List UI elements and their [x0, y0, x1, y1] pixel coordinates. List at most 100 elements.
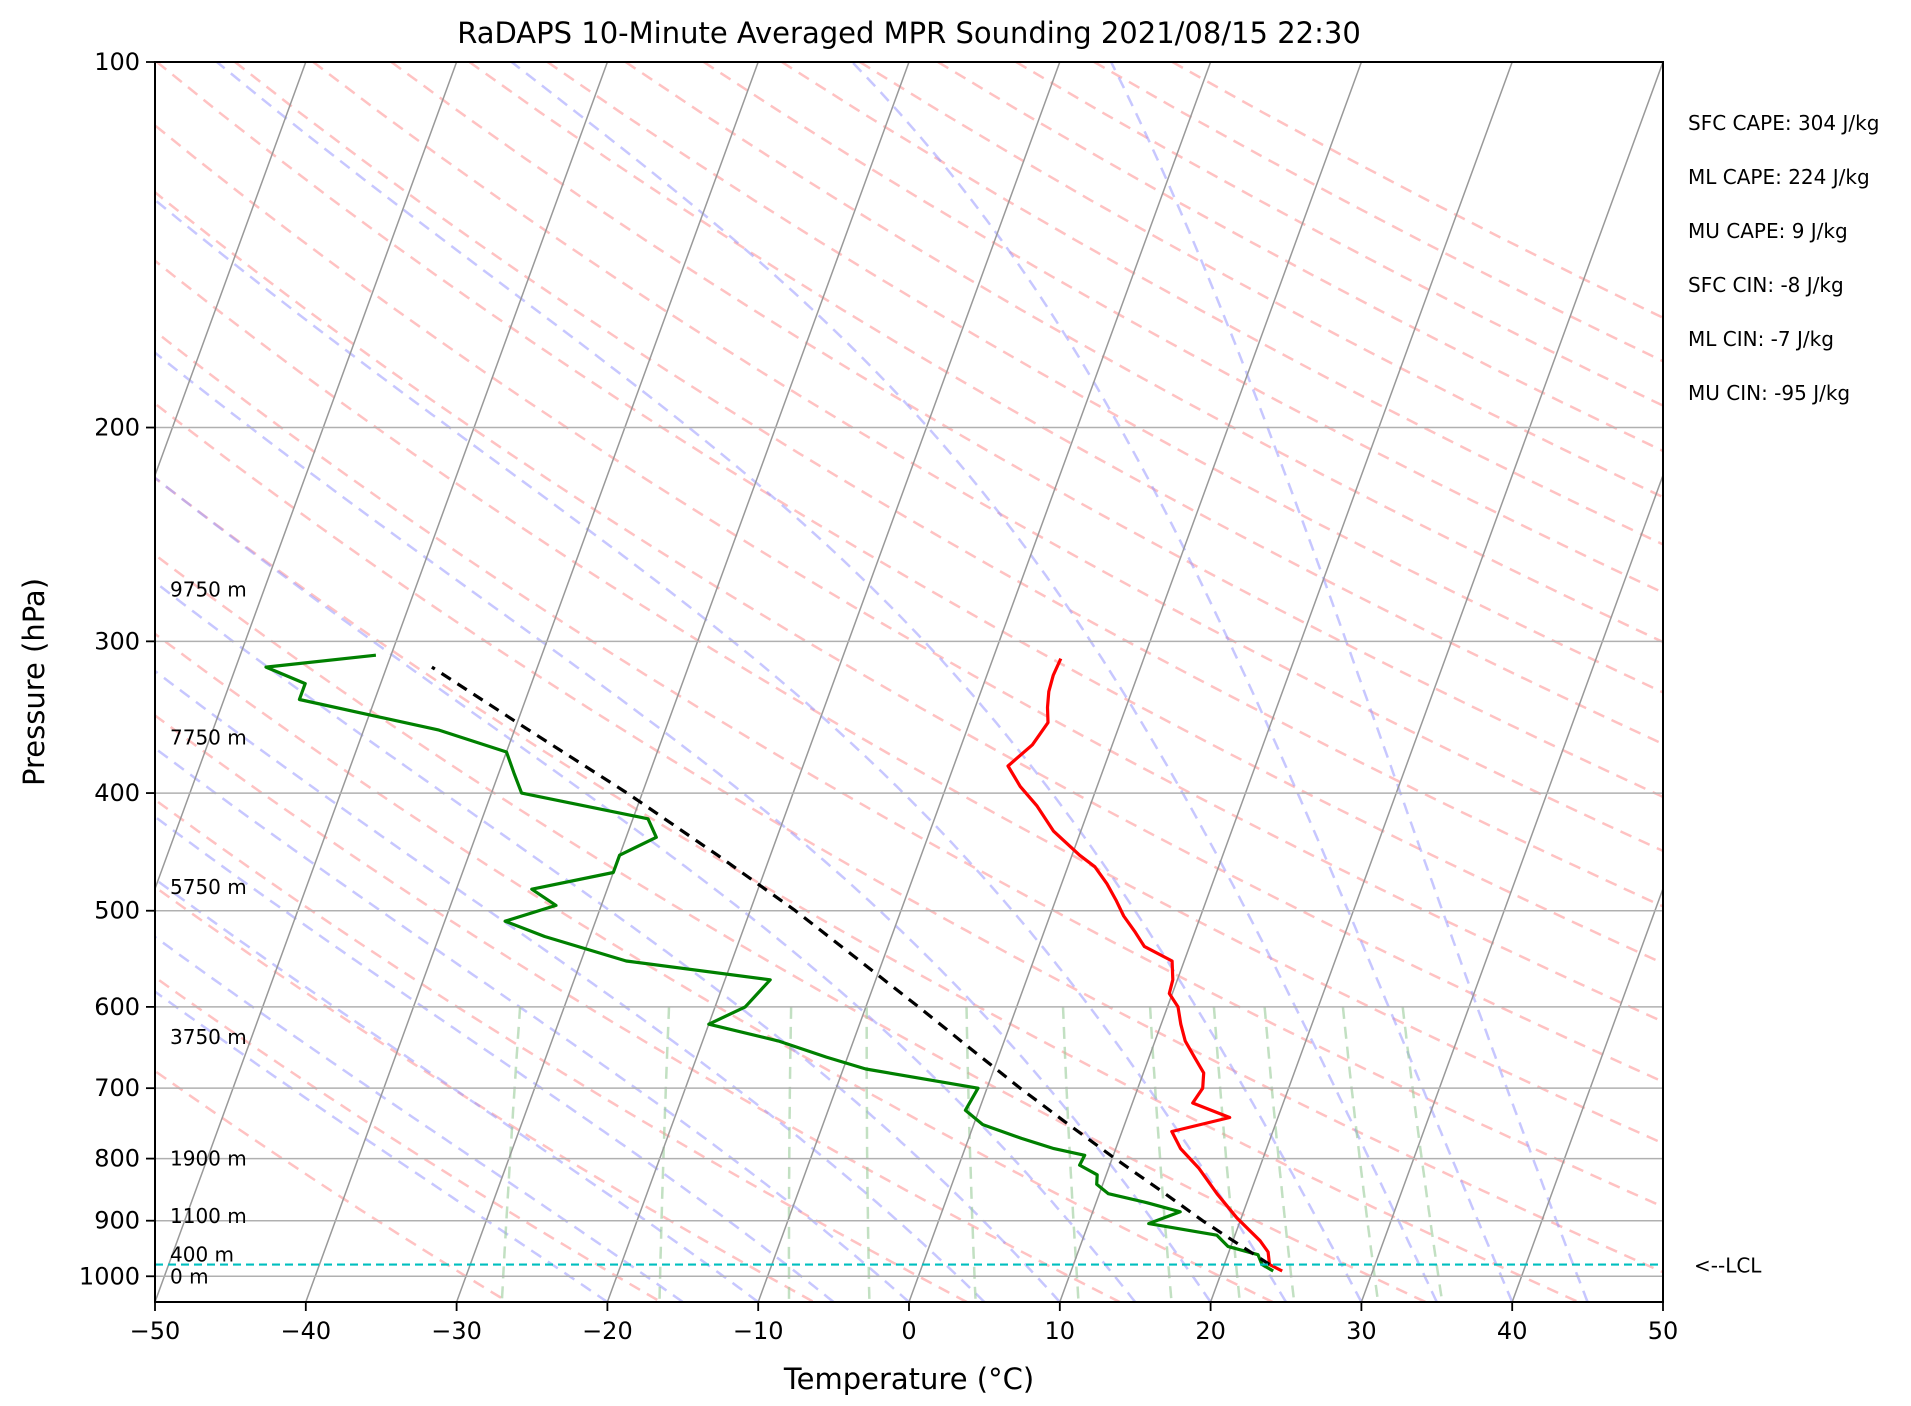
- dry-adiabat: [468, 62, 1663, 746]
- x-tick-label: −30: [431, 1317, 482, 1345]
- moist-adiabat: [155, 746, 910, 1302]
- dry-adiabat: [155, 713, 1121, 1302]
- y-tick-label: 900: [94, 1207, 140, 1235]
- y-tick-label: 1000: [79, 1262, 140, 1290]
- moist-adiabat: [1109, 62, 1589, 1302]
- background-lines: [155, 62, 1663, 1302]
- x-tick-label: 50: [1648, 1317, 1679, 1345]
- lcl-label: <--LCL: [1694, 1254, 1762, 1278]
- y-tick-label: 600: [94, 993, 140, 1021]
- stat-annotation: ML CIN: -7 J/kg: [1688, 327, 1834, 351]
- isotherm: [606, 62, 1061, 1302]
- isotherm: [155, 62, 307, 478]
- dry-adiabat: [546, 62, 1663, 694]
- height-label: 3750 m: [170, 1025, 247, 1049]
- height-label: 7750 m: [170, 726, 247, 750]
- height-label: 1900 m: [170, 1147, 247, 1171]
- isotherm: [1209, 62, 1663, 1302]
- mixing-ratio-line: [1341, 1006, 1380, 1302]
- isotherm: [155, 62, 609, 1302]
- mixing-ratio-line: [1263, 1006, 1296, 1302]
- y-axis: 100 200 300 400 500 600 700 800 900 1000: [79, 48, 155, 1290]
- dry-adiabat: [155, 975, 662, 1302]
- x-tick-label: −20: [582, 1317, 633, 1345]
- dry-adiabat: [155, 402, 1663, 1274]
- moist-adiabat: [155, 476, 1137, 1302]
- dry-adiabat: [156, 62, 1663, 965]
- moist-adiabat: [510, 62, 1438, 1302]
- mixing-ratio-line: [500, 1006, 522, 1302]
- mixing-ratio-line: [1148, 1006, 1173, 1302]
- y-axis-label: Pressure (hPa): [17, 578, 51, 786]
- isotherm: [1059, 62, 1513, 1302]
- dry-adiabat: [390, 62, 1663, 799]
- y-tick-label: 200: [94, 414, 140, 442]
- isotherm: [757, 62, 1212, 1302]
- dry-adiabat: [155, 190, 1663, 1084]
- mixing-ratio-line: [658, 1006, 671, 1302]
- dry-adiabat: [155, 259, 1663, 1145]
- height-label: 1100 m: [170, 1204, 247, 1228]
- x-tick-label: 0: [901, 1317, 916, 1345]
- x-axis: −50 −40 −30 −20 −10 0 10 20 30 40 50: [130, 1302, 1679, 1345]
- cape-cin-annotations: SFC CAPE: 304 J/kg ML CAPE: 224 J/kg MU CA…: [1688, 111, 1879, 405]
- moist-adiabat: [155, 198, 1288, 1302]
- isotherm: [305, 62, 759, 1302]
- x-tick-label: 30: [1346, 1317, 1377, 1345]
- mixing-ratio-line: [1061, 1006, 1080, 1302]
- moist-adiabat: [155, 815, 835, 1302]
- y-tick-label: 300: [94, 627, 140, 655]
- dry-adiabat: [624, 62, 1663, 644]
- moist-adiabat: [851, 62, 1514, 1302]
- isotherm: [1360, 473, 1663, 1302]
- x-tick-label: 40: [1497, 1317, 1528, 1345]
- x-tick-label: −10: [733, 1317, 784, 1345]
- dry-adiabat: [155, 329, 1663, 1209]
- height-label: 9750 m: [170, 578, 247, 602]
- moist-adiabat: [155, 935, 684, 1302]
- dry-adiabat: [155, 885, 815, 1302]
- x-tick-label: −50: [130, 1317, 181, 1345]
- dry-adiabat: [155, 553, 1427, 1302]
- x-axis-label: Temperature (°C): [783, 1362, 1034, 1396]
- moist-adiabat: [155, 669, 986, 1302]
- sounding-profiles: [155, 653, 1663, 1273]
- y-tick-label: 500: [94, 897, 140, 925]
- dry-adiabat: [234, 62, 1663, 908]
- pressure-grid: [155, 62, 1663, 1278]
- isotherm: [455, 62, 910, 1302]
- stat-annotation: SFC CIN: -8 J/kg: [1688, 273, 1844, 297]
- stat-annotation: MU CIN: -95 J/kg: [1688, 381, 1850, 405]
- dewpoint-line: [264, 653, 1275, 1273]
- isotherm: [155, 62, 458, 891]
- moist-adiabat: [155, 351, 1212, 1302]
- y-tick-label: 400: [94, 779, 140, 807]
- y-tick-label: 800: [94, 1145, 140, 1173]
- height-label: 5750 m: [170, 875, 247, 899]
- moist-adiabat: [216, 62, 1363, 1302]
- temperature-line: [1006, 657, 1283, 1273]
- dry-adiabat: [312, 62, 1663, 853]
- stat-annotation: ML CAPE: 224 J/kg: [1688, 165, 1870, 189]
- x-tick-label: −40: [280, 1317, 331, 1345]
- mixing-ratio-line: [965, 1006, 977, 1302]
- x-tick-label: 10: [1045, 1317, 1076, 1345]
- stat-annotation: SFC CAPE: 304 J/kg: [1688, 111, 1879, 135]
- dry-adiabat: [155, 123, 1663, 1024]
- dry-adiabat: [703, 62, 1663, 595]
- mixing-ratio-line: [1401, 1006, 1444, 1302]
- height-label: 0 m: [170, 1264, 209, 1288]
- y-tick-label: 100: [94, 48, 140, 76]
- height-label: 400 m: [170, 1243, 234, 1267]
- x-tick-label: 20: [1195, 1317, 1226, 1345]
- stat-annotation: MU CAPE: 9 J/kg: [1688, 219, 1848, 243]
- y-tick-label: 700: [94, 1074, 140, 1102]
- mixing-ratio-line: [1212, 1006, 1242, 1302]
- parcel-path-line: [431, 665, 1271, 1266]
- isotherm: [908, 62, 1363, 1302]
- isotherm: [1511, 886, 1663, 1302]
- mixing-ratio-line: [787, 1006, 793, 1302]
- chart-title: RaDAPS 10-Minute Averaged MPR Sounding 2…: [457, 16, 1361, 50]
